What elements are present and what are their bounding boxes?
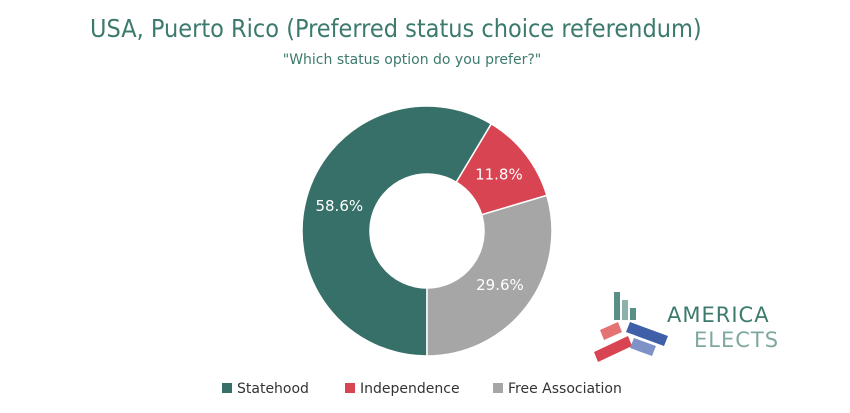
logo-bar [622,300,628,320]
legend-swatch [493,383,503,393]
legend-label: Independence [360,381,460,397]
chart-title: USA, Puerto Rico (Preferred status choic… [90,14,702,43]
data-label: 58.6% [315,197,363,215]
logo-shape [630,338,656,356]
logo-text: ELECTS [694,328,779,352]
logo: AMERICA ELECTS [594,292,779,362]
legend-swatch [222,383,232,393]
data-label: 29.6% [476,276,524,294]
logo-bar [614,292,620,320]
legend-label: Statehood [237,381,309,397]
donut-segment [426,194,553,357]
legend-label: Free Association [508,381,622,397]
logo-shape [600,322,622,340]
logo-shape [626,322,668,346]
chart-subtitle: "Which status option do you prefer?" [283,52,541,68]
logo-bar [630,308,636,320]
donut-segment [301,105,493,357]
legend-swatch [345,383,355,393]
logo-shape [594,336,632,362]
data-label: 11.8% [475,166,523,184]
logo-text: AMERICA [667,303,770,327]
